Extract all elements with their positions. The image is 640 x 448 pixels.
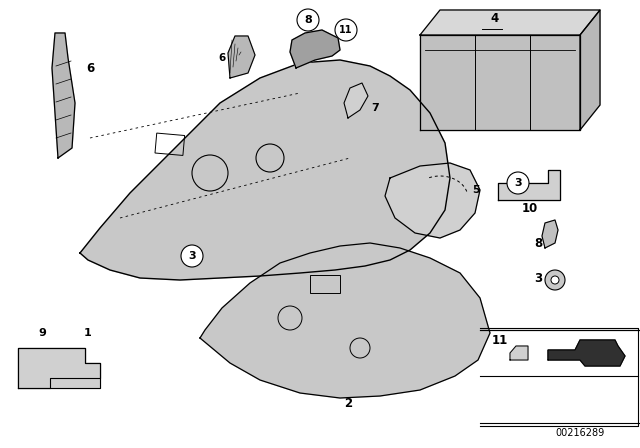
- Polygon shape: [18, 348, 100, 388]
- Polygon shape: [18, 348, 100, 388]
- Text: 10: 10: [522, 202, 538, 215]
- Circle shape: [507, 172, 529, 194]
- Text: 11: 11: [492, 333, 508, 346]
- Text: 9: 9: [38, 328, 46, 338]
- Polygon shape: [420, 10, 600, 35]
- Polygon shape: [344, 83, 368, 118]
- Circle shape: [551, 276, 559, 284]
- Polygon shape: [498, 170, 560, 200]
- Polygon shape: [228, 36, 255, 78]
- Text: 4: 4: [491, 12, 499, 25]
- Polygon shape: [542, 220, 558, 248]
- Circle shape: [545, 270, 565, 290]
- Text: 3: 3: [188, 251, 196, 261]
- Bar: [310, 275, 340, 293]
- Polygon shape: [200, 243, 490, 398]
- Polygon shape: [548, 340, 625, 366]
- Polygon shape: [385, 163, 480, 238]
- Text: 11: 11: [339, 25, 353, 35]
- Polygon shape: [510, 346, 528, 360]
- Polygon shape: [52, 33, 75, 158]
- Polygon shape: [420, 35, 580, 130]
- Polygon shape: [580, 10, 600, 130]
- Text: 00216289: 00216289: [556, 428, 605, 438]
- Text: 2: 2: [344, 396, 352, 409]
- Circle shape: [181, 245, 203, 267]
- Text: 8: 8: [534, 237, 542, 250]
- Text: 3: 3: [534, 271, 542, 284]
- Text: 8: 8: [304, 15, 312, 25]
- Text: 5: 5: [472, 185, 480, 195]
- Text: 3: 3: [514, 178, 522, 188]
- Polygon shape: [80, 60, 450, 280]
- Text: 7: 7: [371, 103, 379, 113]
- Bar: [155, 133, 184, 155]
- Text: 6: 6: [218, 53, 226, 63]
- Polygon shape: [290, 30, 340, 68]
- Circle shape: [297, 9, 319, 31]
- Circle shape: [335, 19, 357, 41]
- Text: 1: 1: [84, 328, 92, 338]
- Text: 6: 6: [86, 61, 94, 74]
